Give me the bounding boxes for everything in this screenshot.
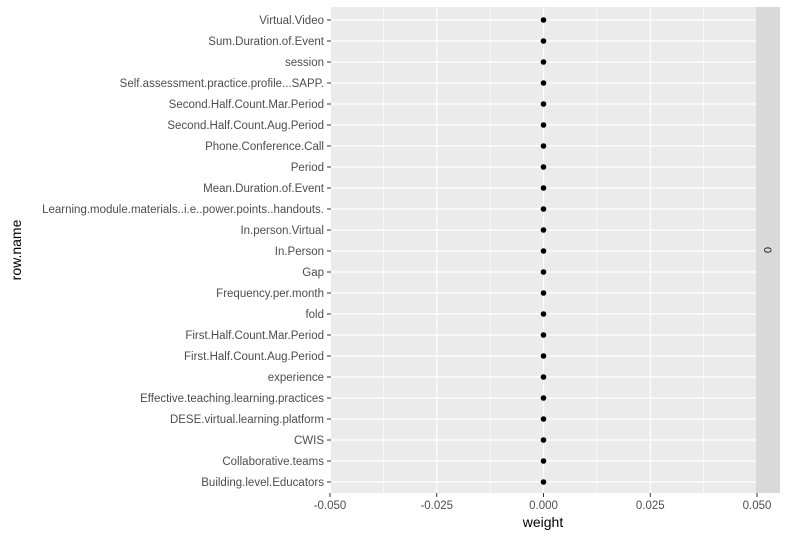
data-point [540,479,547,485]
data-point [540,17,547,23]
y-tick-label: Frequency.per.month [216,288,324,300]
x-tick-label: -0.025 [420,500,453,512]
data-point [540,437,547,443]
data-point [540,143,547,149]
y-tick-label: session [285,57,324,69]
data-point [540,416,547,422]
y-tick-label: Virtual.Video [259,15,324,27]
y-tick-label: Gap [302,267,324,279]
y-tick-label: DESE.virtual.learning.platform [170,414,324,426]
data-point [540,38,547,44]
y-axis: Virtual.Video Sum.Duration.of.Event sessio… [42,15,331,489]
data-point [540,353,547,359]
data-point [540,248,547,254]
x-tick-label: 0.050 [743,500,772,512]
y-tick-label: Building.level.Educators [201,477,324,489]
y-tick-label: Second.Half.Count.Mar.Period [169,99,324,111]
data-point [540,185,547,191]
y-tick-label: First.Half.Count.Aug.Period [184,351,324,363]
y-tick-label: Learning.module.materials..i.e..power.po… [42,204,324,216]
data-point [540,164,547,170]
data-point [540,290,547,296]
y-tick-label: Mean.Duration.of.Event [203,183,325,195]
y-tick-label: Self.assessment.practice.profile...SAPP. [120,78,324,90]
data-points [540,17,547,485]
x-axis: -0.050 -0.025 0.000 0.025 0.050 [314,493,772,512]
y-tick-label: Effective.teaching.learning.practices [140,393,324,405]
data-point [540,59,547,65]
y-tick-label: experience [268,372,324,384]
facet-strip [756,7,780,493]
data-point [540,374,547,380]
data-point [540,332,547,338]
x-axis-title: weight [522,514,564,530]
data-point [540,101,547,107]
y-tick-label: In.Person [275,246,324,258]
data-point [540,227,547,233]
x-tick-label: 0.000 [529,500,558,512]
data-point [540,395,547,401]
y-axis-title: row.name [8,219,24,280]
data-point [540,206,547,212]
data-point [540,122,547,128]
y-tick-label: Sum.Duration.of.Event [208,36,325,48]
y-tick-label: fold [305,309,324,321]
y-tick-label: Collaborative.teams [222,456,324,468]
y-tick-label: Period [291,162,324,174]
y-tick-label: Second.Half.Count.Aug.Period [167,120,324,132]
x-tick-label: 0.025 [636,500,665,512]
y-tick-label: In.person.Virtual [240,225,324,237]
data-point [540,269,547,275]
data-point [540,80,547,86]
data-point [540,311,547,317]
y-tick-label: Phone.Conference.Call [205,141,324,153]
y-tick-label: First.Half.Count.Mar.Period [185,330,324,342]
facet-strip-label: 0 [761,247,773,253]
data-point [540,458,547,464]
y-tick-label: CWIS [294,435,324,447]
x-tick-label: -0.050 [314,500,347,512]
